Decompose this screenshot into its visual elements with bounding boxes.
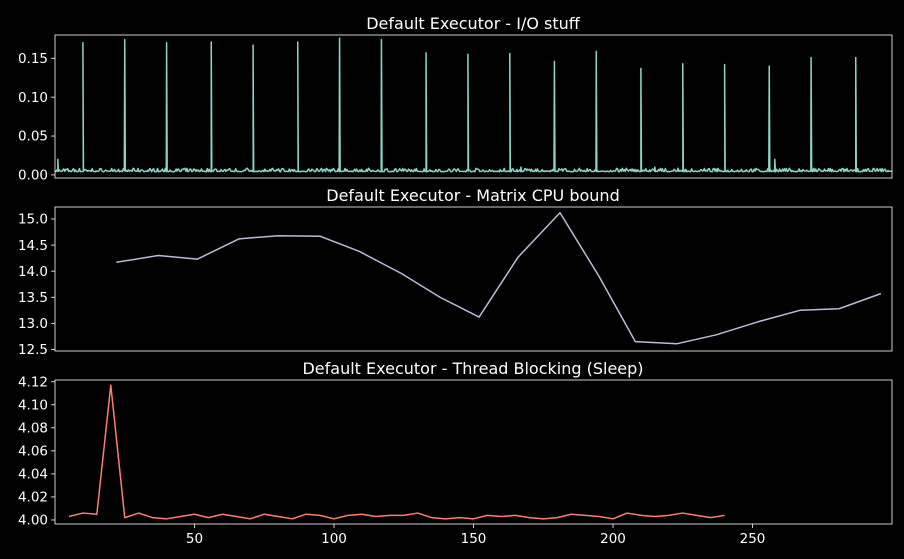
io-ytick-label: 0.15 [18,51,48,67]
sleep-xtick-label: 250 [740,531,766,547]
matrix-series [116,211,882,345]
sleep-ytick-label: 4.00 [18,513,48,529]
io-ytick-label: 0.00 [18,168,48,184]
sleep-xtick-label: 150 [461,531,487,547]
sleep-series [68,384,725,520]
subplot-io: Default Executor - I/O stuff 0.00 0.05 0.1… [18,14,893,184]
matrix-ytick-label: 14.5 [18,238,48,254]
sleep-ytick-label: 4.02 [18,490,48,506]
subplot-sleep: Default Executor - Thread Blocking (Slee… [18,359,893,547]
matrix-chart-title: Default Executor - Matrix CPU bound [326,186,619,205]
matrix-ytick-label: 14.0 [18,264,48,280]
sleep-ytick-label: 4.04 [18,467,48,483]
matrix-ytick-label: 13.0 [18,316,48,332]
sleep-axes-frame [54,379,893,525]
matrix-ytick-label: 13.5 [18,290,48,306]
sleep-x-ticks: 50 100 150 200 250 [186,524,765,547]
sleep-xtick-label: 100 [321,531,347,547]
sleep-ytick-label: 4.12 [18,374,48,390]
sleep-ytick-label: 4.06 [18,444,48,460]
io-series [55,37,892,173]
io-series-line [55,37,892,173]
matrix-ytick-label: 12.5 [18,342,48,358]
io-ytick-label: 0.10 [18,90,48,106]
io-y-ticks: 0.00 0.05 0.10 0.15 [18,51,55,184]
matrix-series-line [116,211,882,345]
sleep-xtick-label: 200 [600,531,626,547]
subplot-matrix: Default Executor - Matrix CPU bound 12.5… [18,186,893,358]
sleep-ytick-label: 4.08 [18,421,48,437]
io-chart-title: Default Executor - I/O stuff [366,14,581,33]
matrix-axes-frame [54,206,893,352]
sleep-ytick-label: 4.10 [18,397,48,413]
matrix-y-ticks: 12.5 13.0 13.5 14.0 14.5 15.0 [18,212,55,358]
io-axes-frame [54,34,893,179]
sleep-chart-title: Default Executor - Thread Blocking (Slee… [302,359,643,378]
matrix-ytick-label: 15.0 [18,212,48,228]
sleep-series-line [68,384,725,520]
io-ytick-label: 0.05 [18,129,48,145]
sleep-xtick-label: 50 [186,531,203,547]
sleep-y-ticks: 4.00 4.02 4.04 4.06 4.08 4.10 4.12 [18,374,55,529]
